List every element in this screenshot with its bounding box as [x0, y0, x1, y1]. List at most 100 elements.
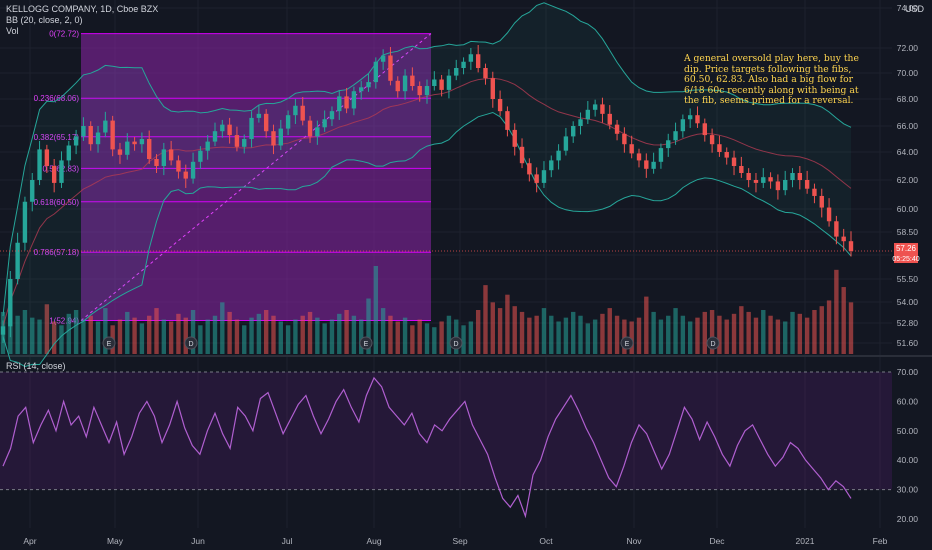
candle-body [468, 54, 474, 62]
candle-body [329, 111, 335, 120]
candle-body [848, 241, 854, 252]
volume-bar [841, 287, 846, 354]
volume-bar [139, 323, 145, 354]
candle-body [483, 68, 488, 79]
candle-body [256, 113, 262, 118]
bb-legend: BB (20, close, 2, 0) [6, 15, 83, 25]
candle-body [315, 127, 320, 137]
candle-body [81, 126, 86, 137]
candle-body [687, 115, 693, 120]
price-tick: 64.00 [897, 147, 919, 157]
candle-body [351, 91, 357, 109]
candle-body [519, 146, 525, 164]
candle-body [337, 96, 342, 112]
rsi-tick: 20.00 [897, 514, 919, 524]
candle-body [454, 68, 459, 76]
volume-bar [300, 315, 305, 354]
candle-body [607, 113, 612, 125]
month-tick: Oct [539, 536, 553, 546]
candle-body [475, 54, 481, 68]
candle-body [168, 149, 174, 161]
price-tick: 72.00 [897, 43, 919, 53]
volume-bar [359, 319, 364, 354]
candle-body [15, 242, 20, 279]
volume-bar [527, 317, 532, 354]
volume-bar [439, 321, 444, 354]
candle-body [51, 166, 57, 183]
candle-body [8, 279, 13, 327]
candle-body [0, 326, 6, 335]
candle-body [285, 115, 291, 129]
candle-body [88, 126, 93, 145]
volume-bar [293, 319, 298, 354]
candle-body [717, 144, 722, 152]
last-price-tag [894, 243, 918, 254]
event-marker-d[interactable]: D [449, 336, 463, 350]
volume-bar [746, 311, 751, 354]
volume-bar [739, 306, 744, 354]
event-marker-d[interactable]: D [184, 336, 198, 350]
volume-bar [183, 317, 188, 354]
candle-body [300, 105, 305, 121]
candle-body [417, 86, 422, 96]
volume-bar [731, 313, 737, 354]
volume-bar [51, 321, 57, 354]
rsi-tick: 30.00 [897, 485, 919, 495]
volume-bar [614, 315, 620, 354]
candles [0, 45, 854, 343]
candle-body [731, 157, 737, 166]
vol-legend: Vol [6, 26, 19, 36]
event-circle [706, 336, 720, 350]
volume-bar [168, 321, 174, 354]
volume-bar [826, 300, 832, 354]
candle-body [592, 104, 598, 110]
price-tick: 70.00 [897, 68, 919, 78]
volume-bar [242, 325, 247, 354]
candle-body [534, 174, 539, 183]
price-tick: 60.00 [897, 204, 919, 214]
volume-bar [563, 317, 569, 354]
volume-bar [395, 321, 400, 354]
candle-body [585, 109, 591, 120]
candle-body [424, 86, 430, 96]
candle-body [322, 119, 327, 128]
event-marker-d[interactable]: D [706, 336, 720, 350]
event-marker-e[interactable]: E [102, 336, 116, 350]
volume-bar [680, 315, 686, 354]
volume-bar [541, 308, 547, 354]
volume-bar [783, 321, 788, 354]
volume-bar [717, 315, 722, 354]
event-label: E [364, 341, 369, 348]
event-marker-e[interactable]: E [620, 336, 634, 350]
rsi-tick: 40.00 [897, 455, 919, 465]
volume-bar [768, 315, 773, 354]
candle-body [505, 111, 510, 130]
month-tick: Apr [23, 536, 36, 546]
bollinger-bands [2, 2, 852, 368]
volume-bar [402, 317, 408, 354]
bb-upper [2, 2, 852, 317]
volume-bar [556, 321, 561, 354]
event-marker-e[interactable]: E [359, 336, 373, 350]
volume-bar [775, 319, 781, 354]
candle-body [110, 120, 115, 150]
fib-label: 0.382(65.17) [34, 133, 80, 142]
volume-bar [351, 315, 357, 354]
volume-bar [490, 302, 495, 354]
volume-bar [380, 308, 386, 354]
candle-body [644, 160, 649, 169]
rsi-legend[interactable]: RSI (14, close) [6, 361, 66, 371]
event-label: D [188, 341, 193, 348]
candle-body [614, 124, 620, 134]
candle-body [176, 160, 181, 172]
candle-body [293, 105, 298, 116]
price-tick: 52.80 [897, 318, 919, 328]
candle-body [783, 180, 788, 191]
event-label: E [625, 341, 630, 348]
volume-bar [432, 327, 437, 354]
month-tick: May [107, 536, 124, 546]
annotation-note[interactable]: A general oversold play here, buy the di… [684, 53, 859, 107]
symbol-legend[interactable]: KELLOGG COMPANY, 1D, Cboe BZX BB (20, cl… [6, 4, 158, 37]
